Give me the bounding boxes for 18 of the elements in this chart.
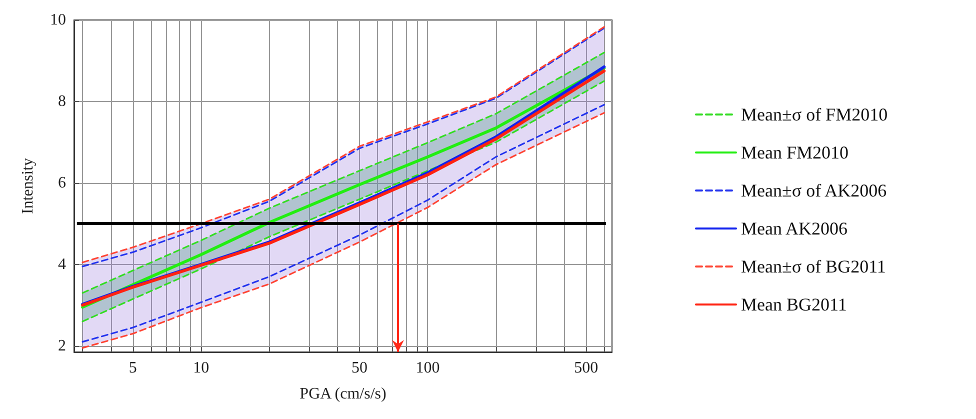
legend-label: Mean AK2006 [741,218,848,238]
y-tick-label: 10 [50,12,66,28]
legend-label: Mean FM2010 [741,142,848,162]
x-tick-label: 50 [352,360,368,376]
x-tick-label: 100 [416,360,440,376]
x-tick-label: 500 [574,360,598,376]
x-tick-label: 5 [128,360,137,376]
legend-label: Mean BG2011 [741,294,847,314]
y-tick-label: 8 [58,92,66,110]
legend-label: Mean±σ of FM2010 [741,104,888,124]
x-tick-label: 10 [193,360,210,376]
x-axis-title: PGA (cm/s/s) [300,386,386,402]
y-axis-title: Intensity [20,158,36,214]
y-tick-label: 6 [58,174,66,192]
legend-label: Mean±σ of BG2011 [741,256,886,276]
legend-label: Mean±σ of AK2006 [741,180,887,200]
y-tick-label: 2 [58,337,66,354]
y-tick-label: 4 [58,256,66,273]
